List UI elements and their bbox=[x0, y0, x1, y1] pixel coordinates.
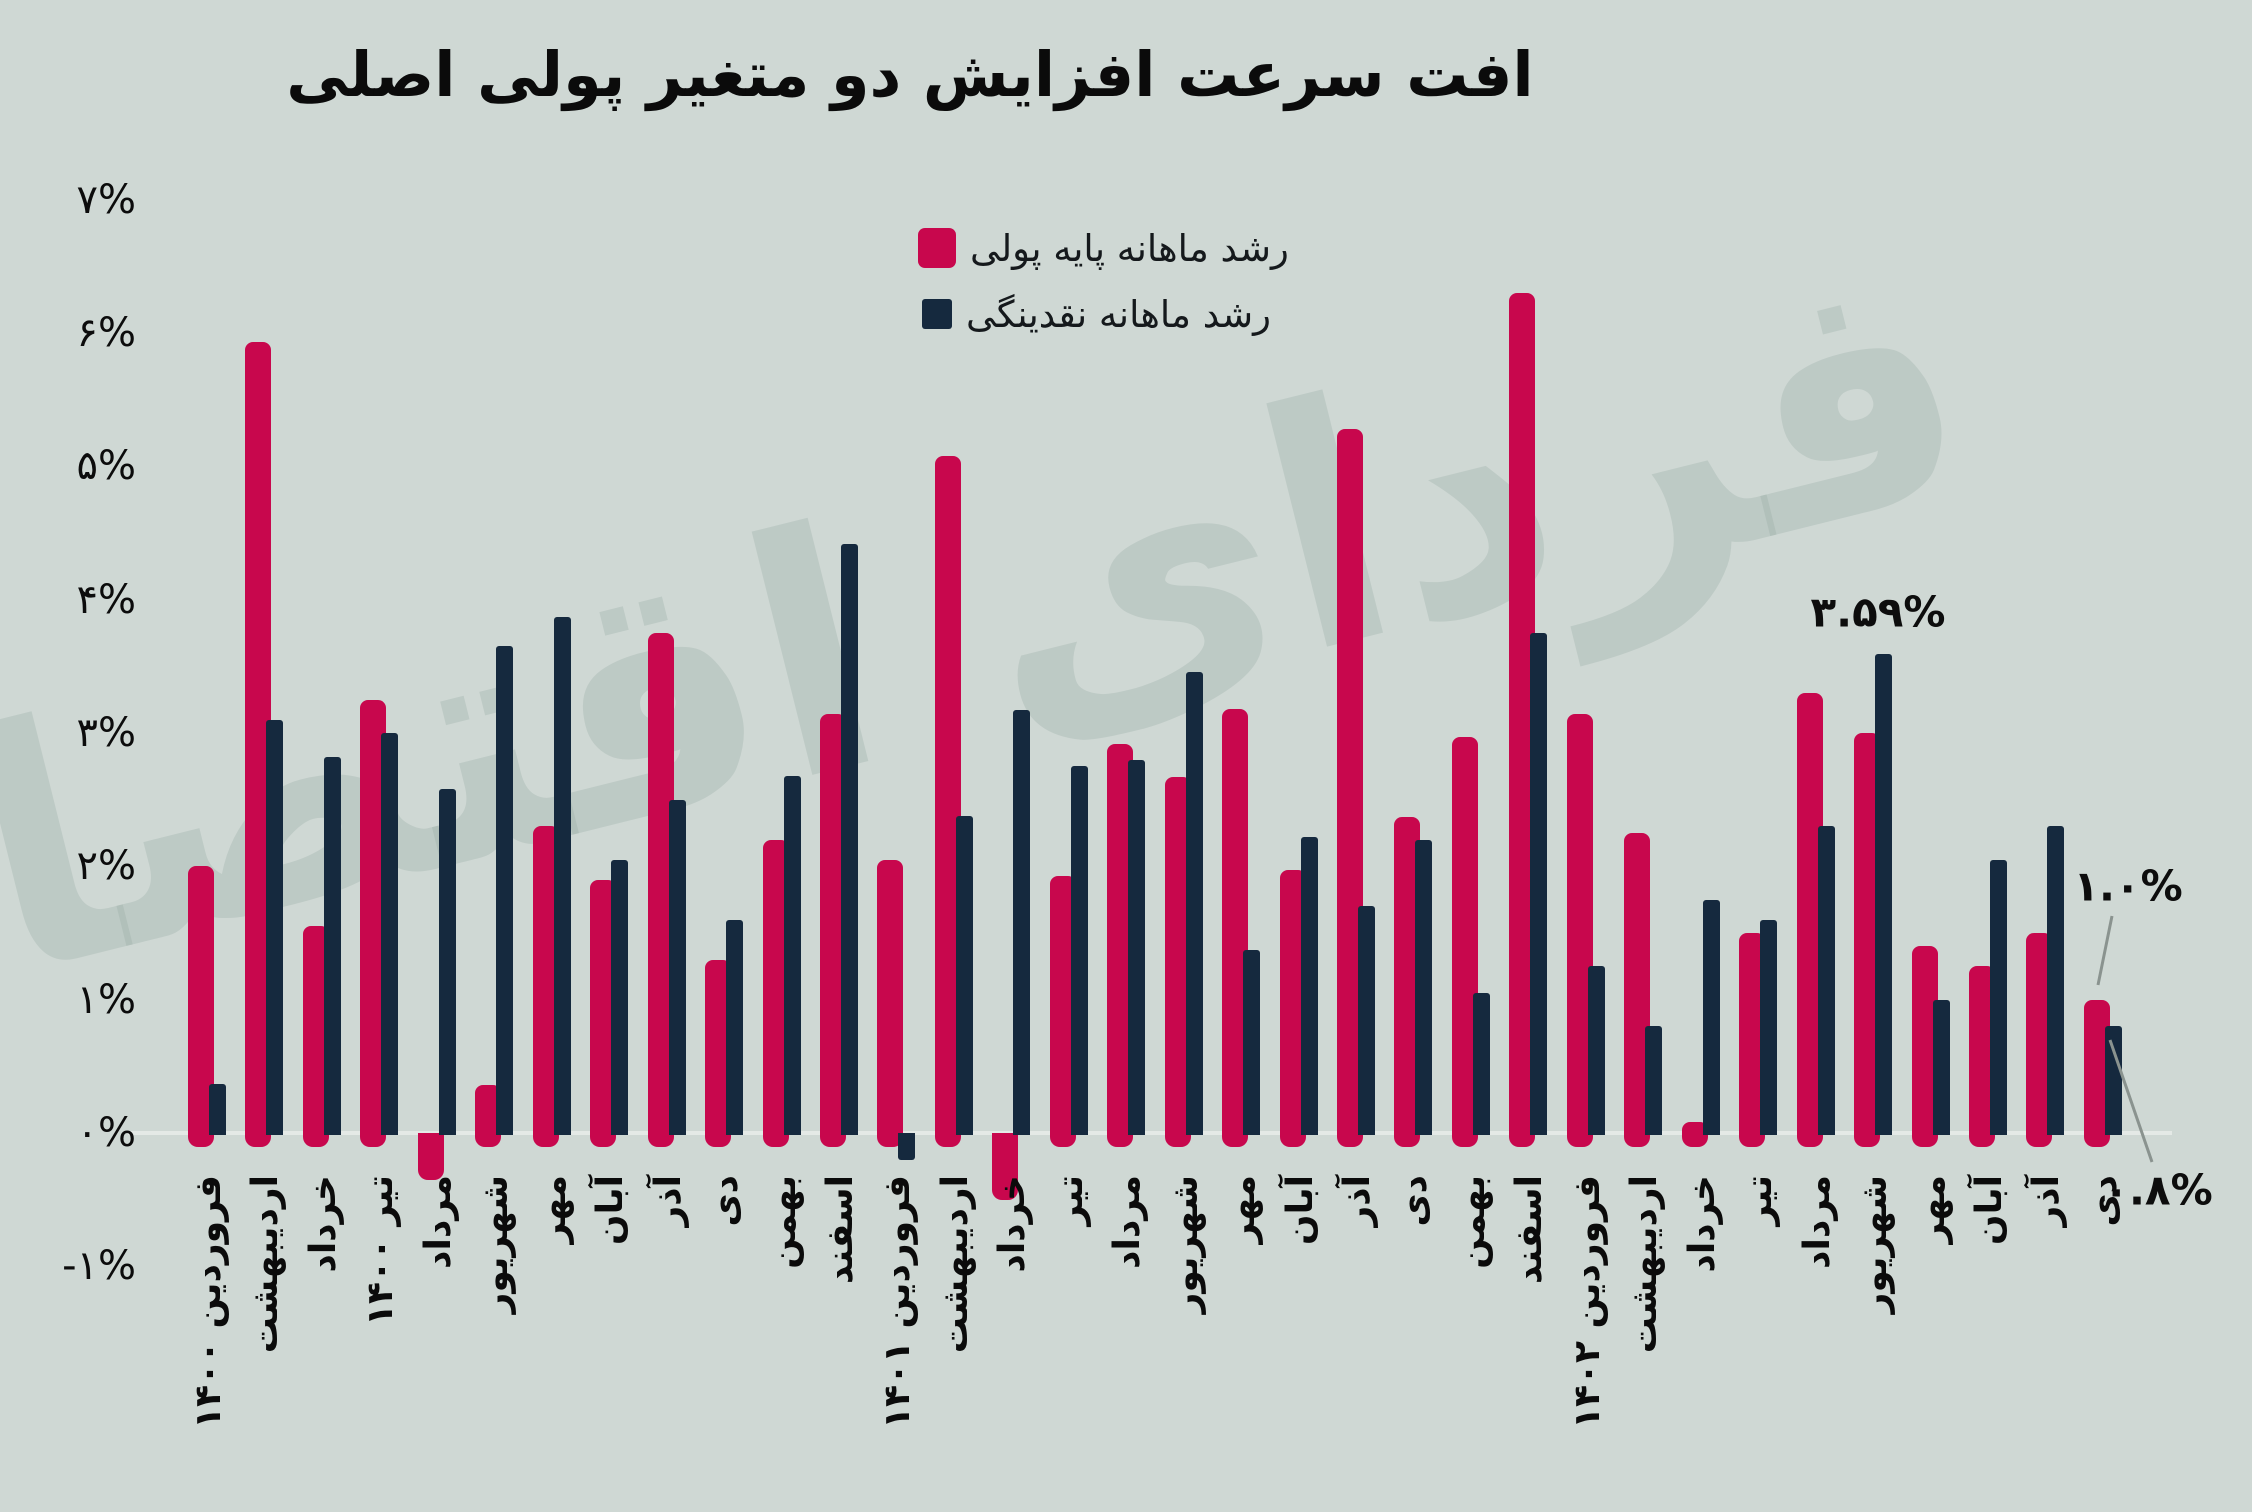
annotation-value-0: ۳.۵۹% bbox=[1810, 587, 1946, 637]
x-tick-label-4: مرداد bbox=[417, 1175, 459, 1269]
bar-liquidity-2 bbox=[323, 757, 341, 1135]
legend-swatch-liquidity-icon bbox=[922, 299, 952, 329]
bar-liquidity-12 bbox=[898, 1133, 916, 1160]
annotation-value-2: ۰.۸% bbox=[2103, 1165, 2213, 1215]
zero-baseline bbox=[128, 1131, 2172, 1135]
legend-label-liquidity: رشد ماهانه نقدینگی bbox=[966, 292, 1271, 336]
chart-title: افت سرعت افزایش دو متغیر پولی اصلی bbox=[286, 38, 1534, 111]
x-tick-label-26: خرداد bbox=[1681, 1175, 1723, 1273]
bar-liquidity-33 bbox=[2104, 1026, 2122, 1135]
bar-liquidity-10 bbox=[783, 775, 801, 1135]
bar-liquidity-22 bbox=[1472, 993, 1490, 1135]
x-tick-label-6: مهر bbox=[532, 1175, 574, 1244]
x-tick-label-8: آذر bbox=[647, 1175, 689, 1227]
bar-liquidity-3 bbox=[381, 733, 399, 1135]
bar-liquidity-8 bbox=[668, 799, 686, 1135]
x-tick-label-32: آذر bbox=[2026, 1175, 2068, 1227]
x-tick-label-28: مرداد bbox=[1796, 1175, 1838, 1269]
bar-liquidity-26 bbox=[1702, 899, 1720, 1135]
bar-liquidity-21 bbox=[1415, 839, 1433, 1135]
legend-swatch-monetary-base-icon bbox=[918, 228, 956, 268]
x-tick-label-7: آبان bbox=[590, 1175, 632, 1246]
y-tick-label-4: ۴% bbox=[76, 576, 137, 623]
bar-liquidity-16 bbox=[1128, 759, 1146, 1135]
x-tick-label-3: تیر ۱۴۰۰ bbox=[360, 1175, 402, 1327]
x-tick-label-25: اردیبهشت bbox=[1624, 1175, 1666, 1354]
bar-liquidity-24 bbox=[1587, 966, 1605, 1135]
y-tick-label-2: ۲% bbox=[76, 843, 137, 890]
x-tick-label-15: تیر bbox=[1049, 1175, 1091, 1226]
bar-liquidity-5 bbox=[496, 646, 514, 1135]
x-tick-label-9: دی bbox=[705, 1175, 747, 1227]
x-tick-label-10: بهمن bbox=[762, 1175, 804, 1269]
bar-liquidity-11 bbox=[840, 543, 858, 1135]
x-tick-label-17: شهریور bbox=[1164, 1175, 1206, 1314]
bar-liquidity-20 bbox=[1358, 906, 1375, 1135]
y-tick-label--1: -۱% bbox=[62, 1243, 136, 1290]
y-tick-label-7: ۷% bbox=[76, 176, 137, 223]
bar-liquidity-28 bbox=[1817, 826, 1835, 1135]
bar-liquidity-19 bbox=[1300, 837, 1318, 1135]
x-tick-label-31: آبان bbox=[1968, 1175, 2010, 1246]
bar-liquidity-25 bbox=[1645, 1026, 1663, 1135]
bar-liquidity-32 bbox=[2047, 826, 2065, 1135]
x-tick-label-5: شهریور bbox=[475, 1175, 517, 1314]
bar-liquidity-1 bbox=[266, 719, 284, 1135]
y-tick-label-1: ۱% bbox=[76, 976, 137, 1023]
x-tick-label-16: مرداد bbox=[1107, 1175, 1149, 1269]
x-tick-label-12: فروردین ۱۴۰۱ bbox=[877, 1175, 919, 1429]
bar-liquidity-29 bbox=[1875, 654, 1893, 1135]
y-tick-label-0: ۰% bbox=[76, 1110, 137, 1156]
bar-liquidity-27 bbox=[1760, 919, 1778, 1135]
y-tick-label-3: ۳% bbox=[76, 710, 137, 756]
bar-liquidity-18 bbox=[1243, 950, 1261, 1135]
x-tick-label-11: اسفند bbox=[819, 1175, 861, 1285]
x-tick-label-33: دی bbox=[2083, 1175, 2125, 1227]
x-tick-label-22: بهمن bbox=[1451, 1175, 1493, 1269]
x-tick-label-20: آذر bbox=[1337, 1175, 1378, 1227]
bar-liquidity-17 bbox=[1185, 671, 1203, 1135]
bar-liquidity-0 bbox=[209, 1083, 226, 1135]
x-tick-label-23: اسفند bbox=[1509, 1175, 1551, 1285]
bar-liquidity-23 bbox=[1530, 633, 1548, 1135]
legend-item-liquidity: رشد ماهانه نقدینگی bbox=[918, 288, 1289, 340]
bar-liquidity-7 bbox=[611, 859, 629, 1135]
bar-liquidity-4 bbox=[438, 789, 456, 1135]
x-tick-label-18: مهر bbox=[1222, 1175, 1264, 1244]
annotation-leader-1 bbox=[2096, 915, 2114, 986]
bar-liquidity-6 bbox=[553, 617, 571, 1135]
bar-liquidity-9 bbox=[726, 919, 744, 1135]
x-tick-label-14: خرداد bbox=[992, 1175, 1034, 1273]
legend-item-monetary-base: رشد ماهانه پایه پولی bbox=[918, 222, 1289, 274]
x-tick-label-30: مهر bbox=[1911, 1175, 1953, 1244]
bar-liquidity-14 bbox=[1013, 710, 1031, 1135]
x-tick-label-13: اردیبهشت bbox=[934, 1175, 976, 1354]
bar-liquidity-15 bbox=[1070, 766, 1088, 1135]
legend-label-monetary-base: رشد ماهانه پایه پولی bbox=[970, 226, 1289, 270]
bar-liquidity-13 bbox=[955, 815, 973, 1135]
y-tick-label-6: ۶% bbox=[76, 310, 137, 357]
bar-monetary-base-4 bbox=[417, 1133, 444, 1180]
bar-monetary-base-12 bbox=[877, 859, 904, 1147]
y-tick-label-5: ۵% bbox=[76, 443, 137, 490]
x-tick-label-24: فروردین ۱۴۰۲ bbox=[1566, 1175, 1608, 1429]
x-tick-label-2: خرداد bbox=[302, 1175, 344, 1273]
x-tick-label-1: اردیبهشت bbox=[245, 1175, 287, 1354]
x-tick-label-29: شهریور bbox=[1854, 1175, 1896, 1314]
bar-liquidity-31 bbox=[1989, 859, 2007, 1135]
legend: رشد ماهانه پایه پولی رشد ماهانه نقدینگی bbox=[918, 222, 1289, 354]
x-tick-label-19: آبان bbox=[1279, 1175, 1321, 1246]
annotation-value-1: ۱.۰% bbox=[2073, 861, 2183, 911]
bar-monetary-base-14 bbox=[992, 1133, 1019, 1200]
x-tick-label-21: دی bbox=[1394, 1175, 1436, 1227]
x-tick-label-27: تیر bbox=[1739, 1175, 1781, 1226]
bar-liquidity-30 bbox=[1932, 999, 1950, 1135]
x-tick-label-0: فروردین ۱۴۰۰ bbox=[188, 1175, 229, 1429]
